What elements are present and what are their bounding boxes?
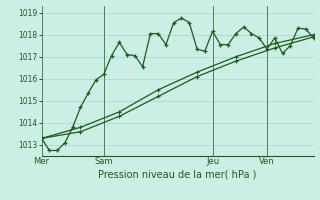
X-axis label: Pression niveau de la mer( hPa ): Pression niveau de la mer( hPa ) bbox=[99, 169, 257, 179]
